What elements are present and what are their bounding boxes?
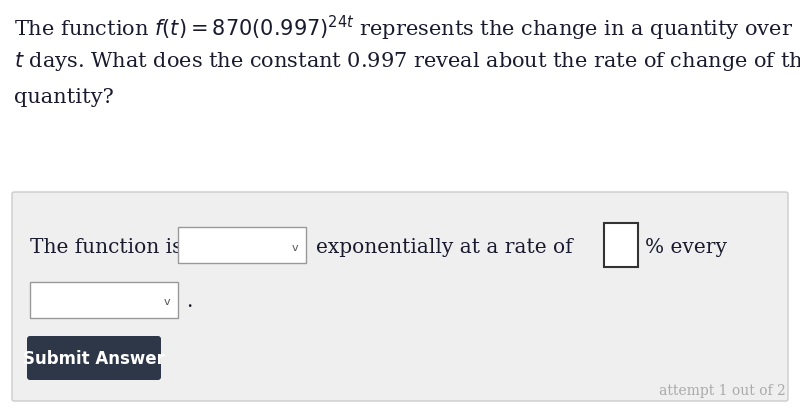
- Text: attempt 1 out of 2: attempt 1 out of 2: [659, 383, 786, 397]
- Text: The function $f(t) = 870(0.997)^{24t}$ represents the change in a quantity over: The function $f(t) = 870(0.997)^{24t}$ r…: [14, 14, 793, 43]
- FancyBboxPatch shape: [178, 228, 306, 263]
- Text: .: .: [186, 292, 192, 311]
- Text: v: v: [163, 296, 170, 306]
- Text: Submit Answer: Submit Answer: [23, 349, 165, 367]
- FancyBboxPatch shape: [604, 223, 638, 267]
- Text: The function is: The function is: [30, 238, 182, 257]
- Text: $t$ days. What does the constant 0.997 reveal about the rate of change of the: $t$ days. What does the constant 0.997 r…: [14, 50, 800, 73]
- Text: quantity?: quantity?: [14, 88, 114, 107]
- Text: v: v: [291, 242, 298, 252]
- Text: exponentially at a rate of: exponentially at a rate of: [316, 238, 573, 257]
- Text: % every: % every: [645, 238, 727, 257]
- FancyBboxPatch shape: [12, 192, 788, 401]
- FancyBboxPatch shape: [30, 282, 178, 318]
- FancyBboxPatch shape: [27, 336, 161, 380]
